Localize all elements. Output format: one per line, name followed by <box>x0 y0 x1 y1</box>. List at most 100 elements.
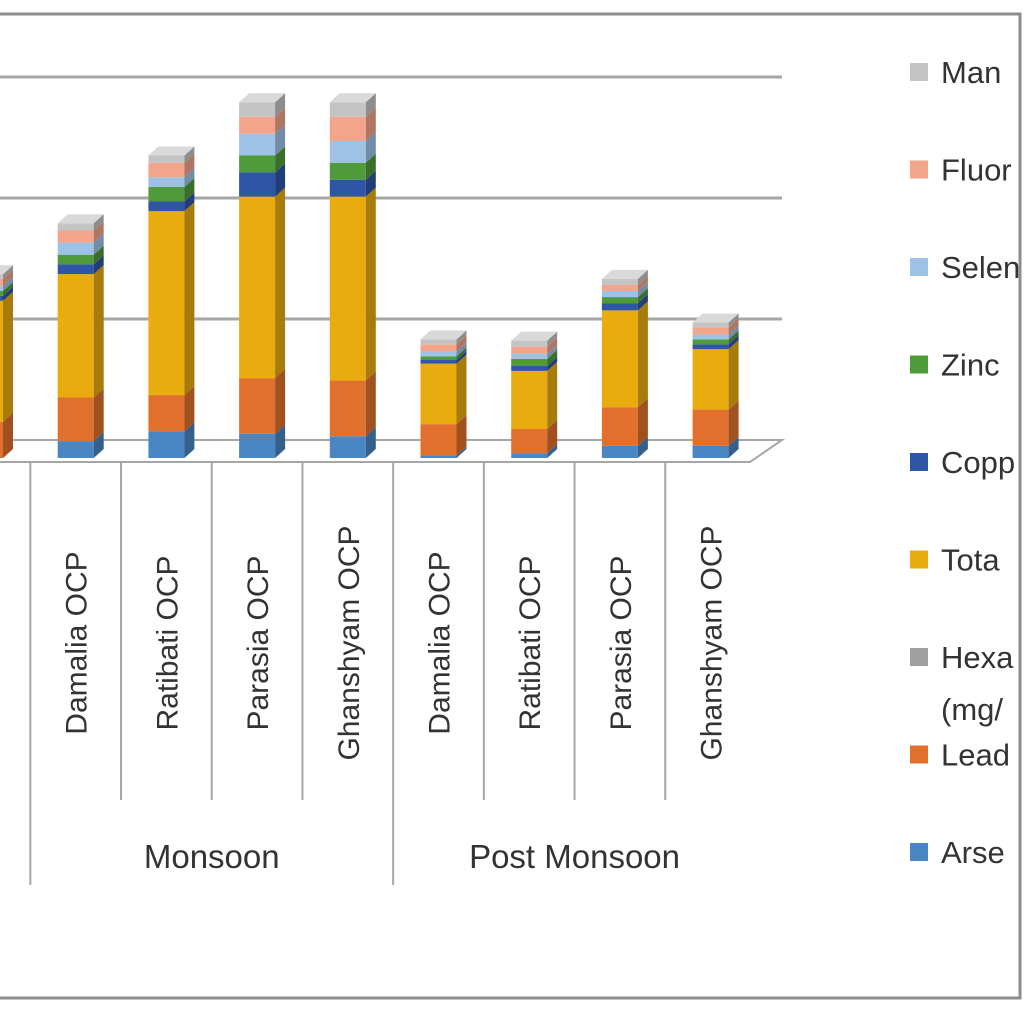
bar-top-cap <box>57 214 104 224</box>
bar-top-cap <box>239 93 286 103</box>
bar-segment-front <box>239 133 276 156</box>
bar-segment <box>148 168 195 187</box>
bar-segment-front <box>420 356 457 360</box>
bar-segment-side <box>275 187 286 379</box>
bar-segment-front <box>601 445 638 458</box>
bar-segment-front <box>57 254 94 265</box>
bar-segment-front <box>239 155 276 173</box>
category-label: Ratibati OCP <box>514 555 547 730</box>
bar-segment-side <box>365 93 376 117</box>
category-label: Ghanshyam OCP <box>333 525 366 760</box>
bar-segment-front <box>329 102 366 117</box>
legend-item: Selen <box>910 250 1020 285</box>
bar-segment <box>601 269 648 285</box>
bar-segment <box>601 294 648 311</box>
bar-segment <box>0 265 13 279</box>
bar-segment-front <box>601 284 638 292</box>
legend-label: Hexa <box>941 640 1014 675</box>
bar-segment-side <box>728 318 739 335</box>
bar-segment-front <box>57 274 94 398</box>
bar-segment-side <box>547 419 558 454</box>
bar-segment-side <box>93 214 104 231</box>
bar-segment-front <box>329 436 366 458</box>
bar-segment <box>420 446 467 458</box>
bar-segment <box>57 245 104 265</box>
bar-segment-front <box>148 395 185 432</box>
bar-segment-side <box>184 202 195 396</box>
bar-segment-front <box>420 339 457 345</box>
bar-segment-side <box>184 146 195 163</box>
bar-segment <box>692 335 739 350</box>
bar-segment <box>329 107 376 141</box>
bar-segment-front <box>0 300 3 422</box>
gridlines <box>0 75 782 321</box>
bar-segment-side <box>456 342 467 357</box>
bar-segment-side <box>184 386 195 432</box>
bar-segment-side <box>184 177 195 202</box>
bar-segment-front <box>420 455 457 458</box>
bar-segment-front <box>148 155 185 163</box>
bar-segment-front <box>420 351 457 357</box>
bar-segment-side <box>728 340 739 410</box>
bar-segment-side <box>728 436 739 458</box>
bar-segment-front <box>511 428 548 454</box>
bar-segment <box>239 187 286 379</box>
bar-segment-front <box>692 344 729 350</box>
bar-segment-side <box>547 337 558 354</box>
bar-segment-side <box>93 388 104 442</box>
group-label: Post Monsoon <box>469 838 680 875</box>
bar-segment-front <box>692 445 729 458</box>
bar-segment-side <box>456 347 467 360</box>
group-label: Monsoon <box>144 838 280 875</box>
bar-stack <box>692 313 739 458</box>
bar-segment-side <box>184 153 195 178</box>
bar-segment <box>420 342 467 357</box>
bar-segment <box>329 187 376 381</box>
bar-segment <box>0 286 13 301</box>
bar-segment <box>57 265 104 398</box>
bar-segment <box>239 424 286 458</box>
bar-segment <box>692 325 739 340</box>
bar-segment <box>239 93 286 117</box>
bar-segment-front <box>601 278 638 285</box>
bar-segment <box>148 202 195 396</box>
bar-segment-front <box>0 295 3 301</box>
bar-segment <box>148 386 195 432</box>
legend-swatch <box>910 453 928 471</box>
bar-segment <box>0 269 13 287</box>
bar-segment-side <box>456 350 467 364</box>
bar-segment <box>692 436 739 458</box>
bar-segment <box>239 146 286 173</box>
bar-segment-front <box>0 274 3 279</box>
category-label: Parasia OCP <box>242 555 275 730</box>
bar-segment-side <box>637 288 648 304</box>
bar-segment-side <box>365 131 376 163</box>
bar-segment <box>420 335 467 352</box>
bar-segment-front <box>57 223 94 231</box>
bar-segment <box>57 432 104 458</box>
legend-label: Man <box>941 55 1001 90</box>
bar-segment-front <box>0 278 3 287</box>
bar-segment <box>420 330 467 345</box>
legend-label: Selen <box>941 250 1020 285</box>
bar-segment-side <box>275 369 286 434</box>
bar-segment <box>692 318 739 335</box>
category-label: Damalia OCP <box>424 551 457 734</box>
bar-segment-side <box>275 93 286 117</box>
bar-segment <box>420 347 467 360</box>
bar-segment <box>329 131 376 163</box>
bar-segment-front <box>148 211 185 396</box>
bar-segment-side <box>184 422 195 458</box>
legend-label: Tota <box>941 543 1000 578</box>
bar-segment-side <box>365 427 376 458</box>
bar-segment-side <box>275 424 286 458</box>
bar-segment <box>511 361 558 429</box>
bar-segment-side <box>93 265 104 398</box>
legend-label: Zinc <box>941 348 1000 383</box>
legend-swatch <box>910 843 928 861</box>
bar-segment <box>0 291 13 422</box>
bar-segment-side <box>365 107 376 141</box>
bar-segment-front <box>511 353 548 359</box>
bar-segment-front <box>239 378 276 434</box>
